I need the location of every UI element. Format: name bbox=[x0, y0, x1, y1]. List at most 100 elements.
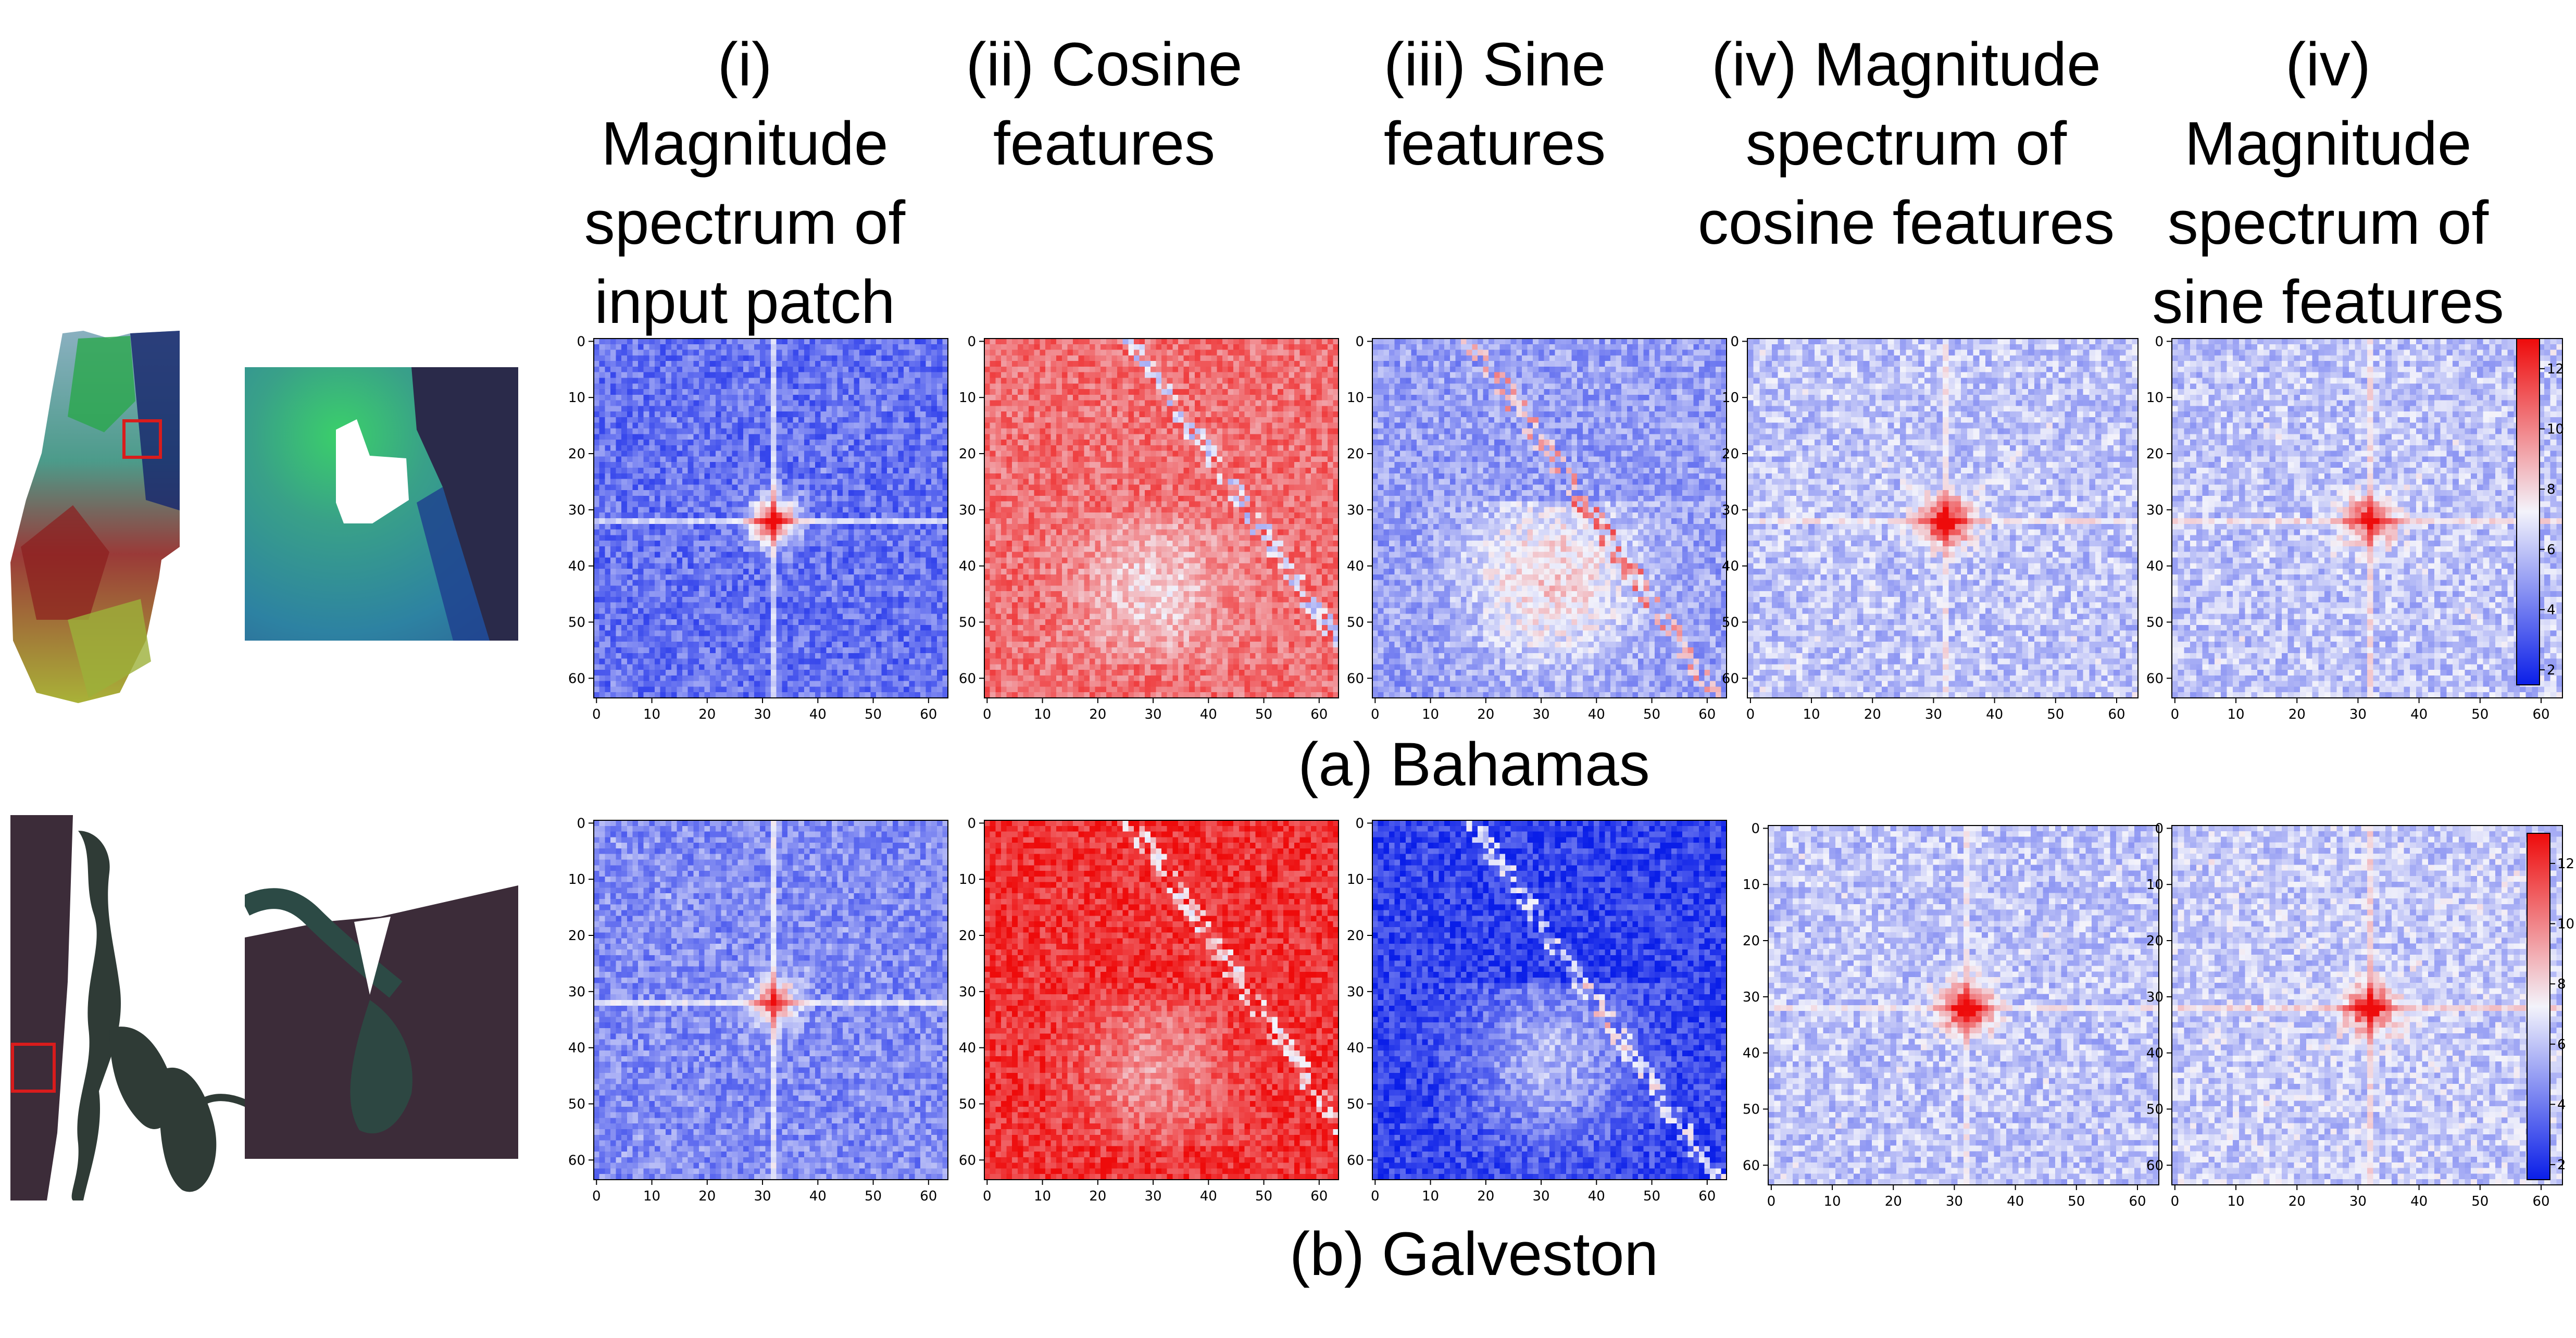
y-tick-label: 40 bbox=[1722, 559, 1739, 574]
y-tick-label: 60 bbox=[959, 1153, 976, 1168]
x-tick-label: 50 bbox=[2471, 1194, 2489, 1209]
colorbar-bar bbox=[2516, 338, 2540, 685]
x-tick-label: 60 bbox=[920, 707, 937, 722]
heatmap-image bbox=[594, 820, 948, 1180]
x-tick-label: 40 bbox=[1588, 1189, 1605, 1204]
axes-frame bbox=[1372, 338, 1727, 698]
patch-box bbox=[122, 419, 162, 459]
x-tick-label: 30 bbox=[754, 707, 771, 722]
heatmap-image bbox=[1372, 820, 1727, 1180]
colorbar-tick-label: 2 bbox=[2547, 662, 2556, 678]
x-tick-label: 10 bbox=[1034, 1189, 1051, 1204]
y-tick-label: 50 bbox=[1722, 615, 1739, 630]
x-tick-label: 20 bbox=[1477, 1189, 1494, 1204]
y-tick-label: 20 bbox=[568, 928, 585, 944]
y-tick-label: 10 bbox=[568, 390, 585, 406]
x-tick-label: 0 bbox=[1371, 1189, 1380, 1204]
y-tick-label: 60 bbox=[1722, 671, 1739, 686]
heatmap-image bbox=[984, 339, 1339, 698]
y-tick-label: 10 bbox=[1347, 390, 1364, 406]
y-tick-label: 60 bbox=[2146, 671, 2164, 686]
header-line: features bbox=[1383, 109, 1606, 178]
y-tick-label: 0 bbox=[967, 816, 976, 831]
y-tick-label: 10 bbox=[1722, 390, 1739, 406]
heatmap-panel-bahamas-4: 0 10 20 30 40 50 60 0 10 20 30 40 50 60 bbox=[1716, 323, 2154, 724]
heatmap-panel-bahamas-2: 0 10 20 30 40 50 60 0 10 20 30 40 50 60 bbox=[953, 323, 1354, 724]
y-tick-label: 40 bbox=[568, 1041, 585, 1056]
bahamas-zoomed-patch bbox=[245, 367, 518, 641]
x-tick-label: 50 bbox=[1643, 707, 1660, 722]
heatmap-axes: 0 10 20 30 40 50 60 0 10 20 30 40 50 60 bbox=[568, 816, 948, 1204]
axes-frame bbox=[2171, 825, 2563, 1185]
x-tick-label: 30 bbox=[1145, 707, 1162, 722]
y-tick-label: 0 bbox=[1355, 334, 1364, 349]
y-tick-label: 0 bbox=[1751, 821, 1760, 836]
y-tick-label: 50 bbox=[1347, 615, 1364, 630]
heatmap-panel-bahamas-3: 0 10 20 30 40 50 60 0 10 20 30 40 50 60 bbox=[1341, 323, 1742, 724]
bahamas-flow-map bbox=[10, 331, 180, 703]
x-tick-label: 60 bbox=[1310, 1189, 1328, 1204]
heatmap-axes: 0 10 20 30 40 50 60 0 10 20 30 40 50 60 bbox=[1722, 334, 2139, 722]
x-tick-label: 20 bbox=[1477, 707, 1494, 722]
y-tick-label: 0 bbox=[577, 334, 585, 349]
y-tick-label: 50 bbox=[2146, 615, 2164, 630]
heatmap-image bbox=[2172, 339, 2562, 698]
x-tick-label: 0 bbox=[1371, 707, 1380, 722]
heatmap-panel-galveston-2: 0 10 20 30 40 50 60 0 10 20 30 40 50 60 bbox=[953, 805, 1354, 1206]
x-tick-label: 50 bbox=[1255, 1189, 1272, 1204]
colorbar-tick-label: 8 bbox=[2547, 482, 2556, 497]
y-tick-label: 10 bbox=[568, 872, 585, 887]
y-tick-label: 30 bbox=[959, 503, 976, 518]
colorbar-tick-label: 4 bbox=[2557, 1097, 2566, 1112]
header-line: (iv) bbox=[2285, 30, 2371, 99]
y-tick-label: 40 bbox=[959, 1041, 976, 1056]
colorbar-tick-label: 4 bbox=[2547, 602, 2556, 618]
axes-frame bbox=[593, 338, 948, 698]
y-tick-label: 60 bbox=[568, 1153, 585, 1168]
x-tick-label: 50 bbox=[1255, 707, 1272, 722]
y-tick-label: 60 bbox=[1347, 1153, 1364, 1168]
x-tick-label: 20 bbox=[698, 707, 716, 722]
x-tick-label: 10 bbox=[643, 707, 660, 722]
y-tick-label: 10 bbox=[959, 390, 976, 406]
heatmap-image bbox=[1372, 339, 1727, 698]
header-line: (ii) Cosine bbox=[966, 30, 1243, 99]
y-tick-label: 60 bbox=[1347, 671, 1364, 686]
x-tick-label: 10 bbox=[1422, 1189, 1439, 1204]
x-tick-label: 40 bbox=[2410, 707, 2428, 722]
x-tick-label: 60 bbox=[2532, 1194, 2549, 1209]
x-tick-label: 30 bbox=[1946, 1194, 1963, 1209]
colorbar-galveston: 12 10 8 6 4 2 bbox=[2527, 833, 2574, 1180]
x-tick-label: 10 bbox=[1034, 707, 1051, 722]
y-tick-label: 40 bbox=[1347, 559, 1364, 574]
galveston-zoomed-patch bbox=[245, 885, 518, 1159]
y-tick-label: 60 bbox=[2146, 1158, 2164, 1173]
colorbar-tick-label: 6 bbox=[2547, 542, 2556, 558]
x-tick-label: 10 bbox=[643, 1189, 660, 1204]
x-tick-label: 50 bbox=[865, 1189, 882, 1204]
y-tick-label: 20 bbox=[1347, 446, 1364, 462]
colorbar-tick-label: 8 bbox=[2557, 977, 2566, 992]
x-tick-label: 60 bbox=[1310, 707, 1328, 722]
x-tick-label: 50 bbox=[865, 707, 882, 722]
y-tick-label: 40 bbox=[2146, 559, 2164, 574]
axes-frame bbox=[984, 820, 1339, 1180]
y-tick-label: 0 bbox=[577, 816, 585, 831]
header-line: input patch bbox=[594, 268, 895, 336]
y-tick-label: 0 bbox=[1730, 334, 1739, 349]
header-line: (i) bbox=[717, 30, 772, 99]
y-tick-label: 10 bbox=[959, 872, 976, 887]
heatmap-panel-bahamas-5: 0 10 20 30 40 50 60 0 10 20 30 40 50 60 bbox=[2141, 323, 2576, 724]
y-tick-label: 50 bbox=[568, 615, 585, 630]
x-tick-label: 20 bbox=[1089, 707, 1106, 722]
x-tick-label: 0 bbox=[592, 707, 601, 722]
header-line: Magnitude bbox=[2184, 109, 2472, 178]
x-tick-label: 40 bbox=[809, 1189, 827, 1204]
heatmap-image bbox=[2172, 826, 2562, 1185]
colorbar-tick-label: 12 bbox=[2557, 856, 2574, 872]
x-tick-label: 0 bbox=[2171, 707, 2180, 722]
y-tick-label: 20 bbox=[2146, 446, 2164, 462]
y-tick-label: 40 bbox=[1743, 1046, 1760, 1061]
y-tick-label: 20 bbox=[1722, 446, 1739, 462]
y-tick-label: 30 bbox=[1347, 984, 1364, 1000]
